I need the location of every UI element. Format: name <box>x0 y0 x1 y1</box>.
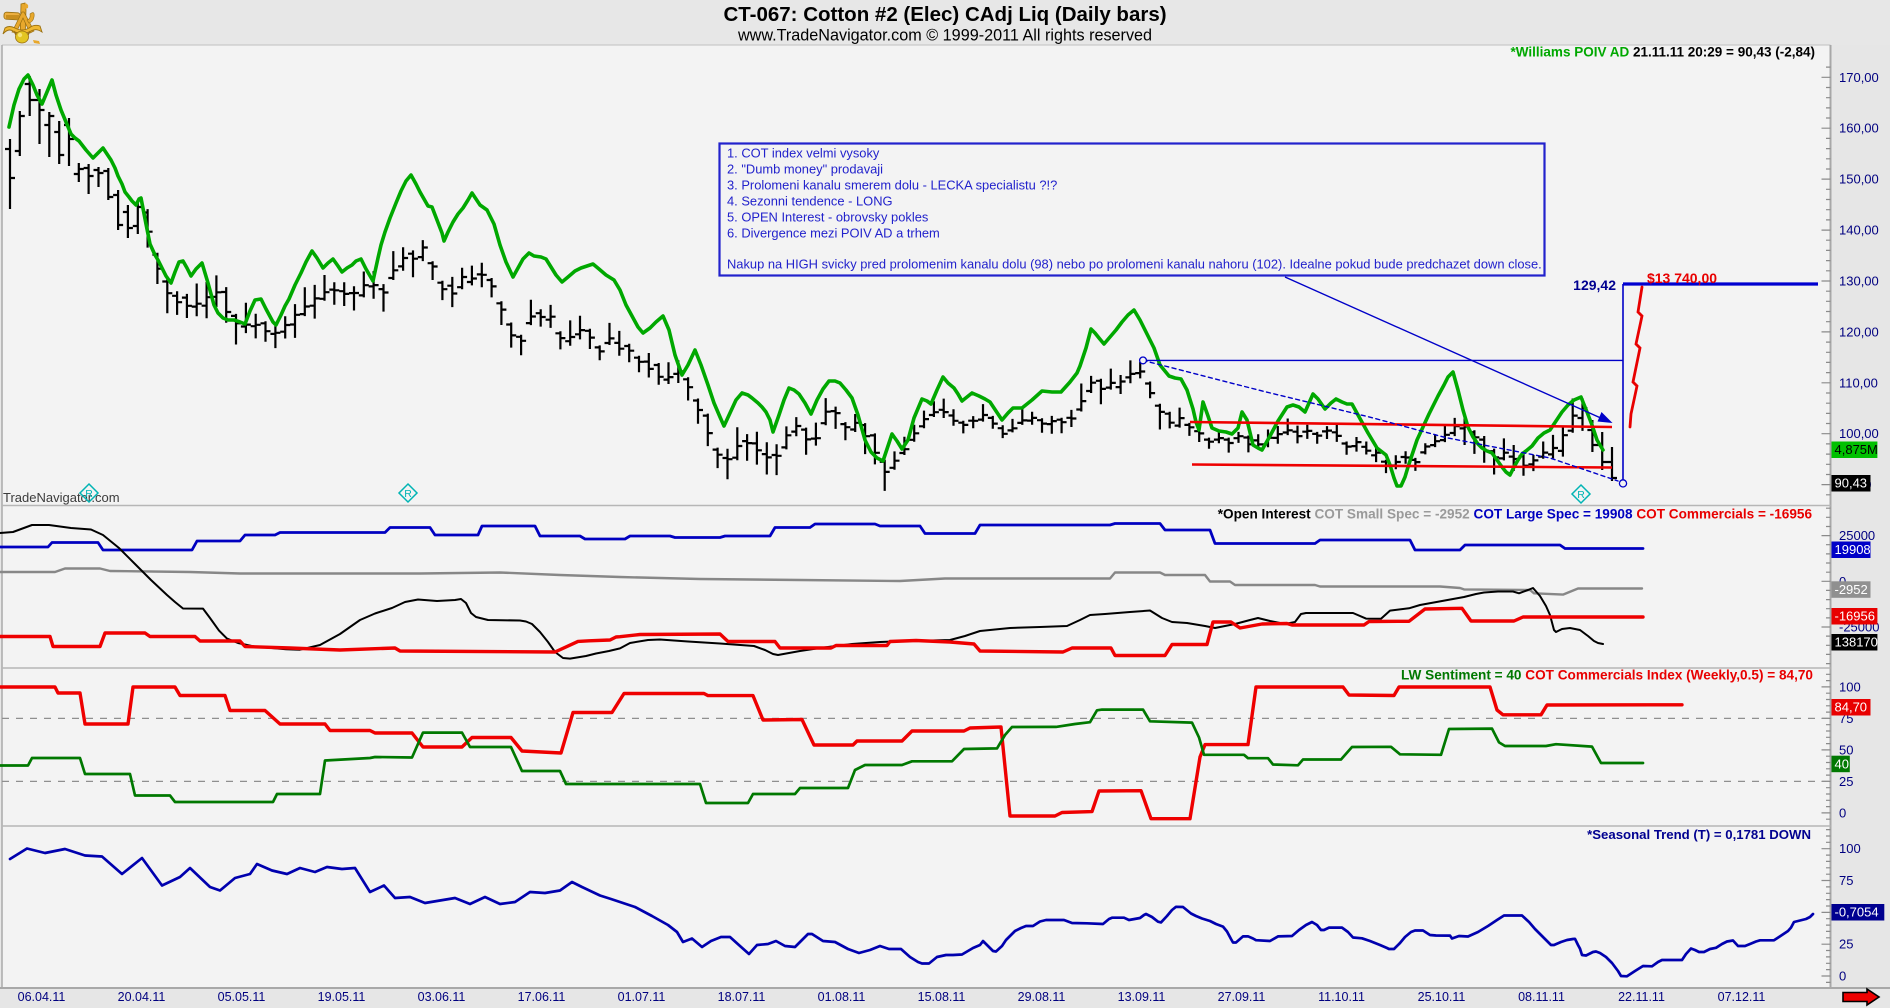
svg-text:Nakup na HIGH svicky pred prol: Nakup na HIGH svicky pred prolomenim kan… <box>727 257 1542 272</box>
svg-text:$13 740,00: $13 740,00 <box>1647 270 1717 286</box>
svg-text:19.05.11: 19.05.11 <box>318 990 366 1004</box>
svg-text:3. Prolomeni kanalu smerem dol: 3. Prolomeni kanalu smerem dolu - LECKA … <box>727 178 1057 193</box>
svg-text:150,00: 150,00 <box>1839 172 1879 187</box>
svg-text:4,875M: 4,875M <box>1835 442 1878 457</box>
svg-text:0: 0 <box>1839 805 1846 820</box>
svg-text:06.04.11: 06.04.11 <box>18 990 66 1004</box>
svg-text:120,00: 120,00 <box>1839 324 1879 339</box>
svg-text:129,42: 129,42 <box>1573 277 1616 293</box>
svg-text:03.06.11: 03.06.11 <box>418 990 466 1004</box>
svg-text:25: 25 <box>1839 774 1853 789</box>
svg-text:170,00: 170,00 <box>1839 70 1879 85</box>
svg-text:05.05.11: 05.05.11 <box>218 990 266 1004</box>
svg-text:5. OPEN Interest - obrovsky po: 5. OPEN Interest - obrovsky pokles <box>727 210 928 225</box>
svg-text:84,70: 84,70 <box>1835 700 1868 715</box>
svg-text:20.04.11: 20.04.11 <box>118 990 166 1004</box>
svg-text:140,00: 140,00 <box>1839 223 1879 238</box>
svg-text:4. Sezonni tendence - LONG: 4. Sezonni tendence - LONG <box>727 194 893 209</box>
svg-text:01.08.11: 01.08.11 <box>818 990 866 1004</box>
svg-text:08.11.11: 08.11.11 <box>1518 990 1565 1004</box>
svg-text:138170: 138170 <box>1835 635 1878 650</box>
svg-text:13.09.11: 13.09.11 <box>1118 990 1166 1004</box>
svg-text:07.12.11: 07.12.11 <box>1718 990 1766 1004</box>
svg-text:110,00: 110,00 <box>1839 375 1878 390</box>
svg-text:*Open Interest COT Small Spec: *Open Interest COT Small Spec = -2952 CO… <box>1218 507 1813 522</box>
svg-text:75: 75 <box>1839 873 1853 888</box>
svg-text:27.09.11: 27.09.11 <box>1218 990 1266 1004</box>
svg-text:TradeNavigator.com: TradeNavigator.com <box>3 490 120 505</box>
svg-text:19908: 19908 <box>1835 542 1871 557</box>
svg-text:-0,7054: -0,7054 <box>1835 905 1879 920</box>
svg-text:90,43: 90,43 <box>1835 476 1868 491</box>
svg-text:01.07.11: 01.07.11 <box>618 990 666 1004</box>
svg-text:CT-067: Cotton #2 (Elec) CAdj: CT-067: Cotton #2 (Elec) CAdj Liq (Daily… <box>723 3 1166 26</box>
svg-text:-16956: -16956 <box>1835 609 1875 624</box>
svg-text:100,00: 100,00 <box>1839 426 1879 441</box>
svg-text:*Seasonal Trend (T) = 0,1781 D: *Seasonal Trend (T) = 0,1781 DOWN <box>1587 827 1811 842</box>
svg-text:130,00: 130,00 <box>1839 274 1879 289</box>
svg-text:R: R <box>1577 489 1585 501</box>
svg-text:-2952: -2952 <box>1835 582 1868 597</box>
svg-text:100: 100 <box>1839 841 1861 856</box>
svg-text:6. Divergence mezi POIV AD a t: 6. Divergence mezi POIV AD a trhem <box>727 226 940 241</box>
svg-text:0: 0 <box>1839 969 1846 984</box>
svg-text:25000: 25000 <box>1839 528 1875 543</box>
svg-text:22.11.11: 22.11.11 <box>1618 990 1665 1004</box>
svg-text:11.10.11: 11.10.11 <box>1318 990 1365 1004</box>
svg-text:18.07.11: 18.07.11 <box>718 990 766 1004</box>
svg-text:40: 40 <box>1835 756 1849 771</box>
svg-text:17.06.11: 17.06.11 <box>518 990 566 1004</box>
svg-text:R: R <box>404 488 412 500</box>
svg-text:25: 25 <box>1839 937 1853 952</box>
svg-text:15.08.11: 15.08.11 <box>918 990 966 1004</box>
svg-text:50: 50 <box>1839 742 1853 757</box>
svg-text:160,00: 160,00 <box>1839 121 1879 136</box>
svg-text:25.10.11: 25.10.11 <box>1418 990 1466 1004</box>
svg-text:LW Sentiment = 40 COT Commerc: LW Sentiment = 40 COT Commercials Index … <box>1401 668 1813 683</box>
svg-text:29.08.11: 29.08.11 <box>1018 990 1066 1004</box>
svg-text:R: R <box>85 488 93 500</box>
svg-text:www.TradeNavigator.com © 1999-: www.TradeNavigator.com © 1999-2011 All r… <box>737 27 1152 45</box>
svg-text:100: 100 <box>1839 679 1861 694</box>
svg-text:*Williams POIV AD 21.11.11 20: *Williams POIV AD 21.11.11 20:29 = 90,43… <box>1511 45 1815 60</box>
svg-text:1. COT index velmi vysoky: 1. COT index velmi vysoky <box>727 146 880 161</box>
svg-text:2. "Dumb money" prodavaji: 2. "Dumb money" prodavaji <box>727 162 883 177</box>
